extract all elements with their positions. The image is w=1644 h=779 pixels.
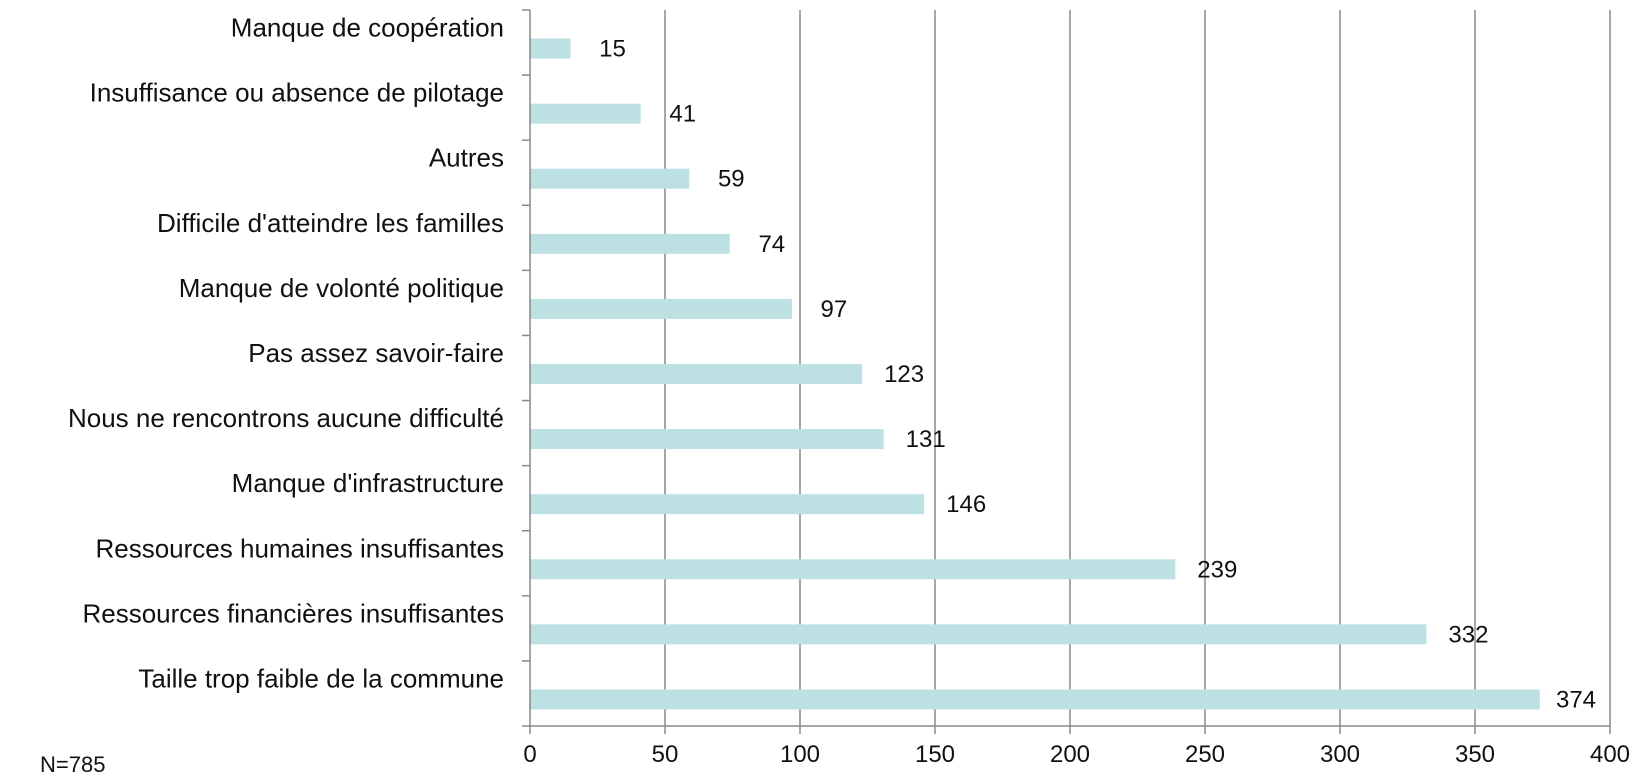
bar-10 <box>530 38 571 59</box>
category-label-10: Manque de coopération <box>231 13 504 43</box>
bar-1 <box>530 624 1427 645</box>
category-labels: Taille trop faible de la commune Ressourc… <box>68 13 504 694</box>
data-label-0: 374 <box>1556 686 1596 713</box>
category-label-4: Nous ne rencontrons aucune difficulté <box>68 403 504 433</box>
bar-5 <box>530 364 863 384</box>
bar-3 <box>530 494 925 515</box>
bar-9 <box>530 103 641 124</box>
x-tick-label-150: 150 <box>915 741 955 768</box>
x-tick-label-100: 100 <box>780 741 820 768</box>
data-label-7: 74 <box>758 231 785 258</box>
data-label-9: 41 <box>669 101 696 128</box>
category-label-5: Pas assez savoir-faire <box>248 338 504 368</box>
x-tick-label-300: 300 <box>1320 741 1360 768</box>
x-tick-label-200: 200 <box>1050 741 1090 768</box>
bar-6 <box>530 298 792 319</box>
sample-size-note: N=785 <box>40 752 106 777</box>
bars <box>530 38 1540 710</box>
data-labels: 374 332 239 146 131 123 97 74 59 41 15 <box>599 36 1596 714</box>
x-tick-label-350: 350 <box>1455 741 1495 768</box>
category-label-2: Ressources humaines insuffisantes <box>95 533 504 563</box>
bar-7 <box>530 233 730 254</box>
data-label-3: 146 <box>946 491 986 518</box>
category-label-1: Ressources financières insuffisantes <box>82 598 504 628</box>
category-label-0: Taille trop faible de la commune <box>138 663 504 693</box>
data-label-5: 123 <box>884 361 924 388</box>
data-label-2: 239 <box>1197 556 1237 583</box>
bar-2 <box>530 559 1176 580</box>
x-tick-label-250: 250 <box>1185 741 1225 768</box>
data-label-8: 59 <box>718 166 745 193</box>
x-tick-label-50: 50 <box>652 741 679 768</box>
axes <box>522 9 1611 734</box>
category-label-3: Manque d'infrastructure <box>232 468 504 498</box>
data-label-1: 332 <box>1448 621 1488 648</box>
bar-8 <box>530 168 690 189</box>
category-label-8: Autres <box>429 143 504 173</box>
bar-0 <box>530 689 1540 710</box>
x-tick-label-0: 0 <box>523 741 536 768</box>
category-label-6: Manque de volonté politique <box>179 273 504 303</box>
category-label-9: Insuffisance ou absence de pilotage <box>90 78 504 108</box>
data-label-6: 97 <box>821 296 848 323</box>
x-tick-label-400: 400 <box>1590 741 1630 768</box>
data-label-4: 131 <box>906 426 946 453</box>
bar-4 <box>530 429 884 450</box>
category-label-7: Difficile d'atteindre les familles <box>157 208 504 238</box>
gridlines <box>664 10 1611 726</box>
data-label-10: 15 <box>599 36 626 63</box>
x-tick-labels: 0 50 100 150 200 250 300 350 400 <box>523 741 1630 768</box>
